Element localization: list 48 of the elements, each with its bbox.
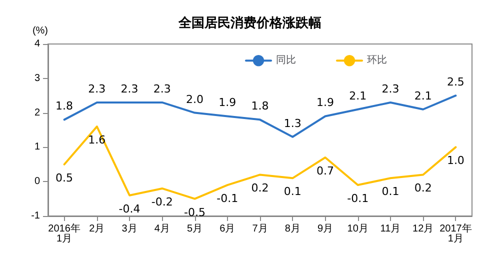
y-tick-label: -1 [31, 210, 40, 222]
y-tick-label: 0 [34, 176, 40, 188]
x-tick-label: 7月 [252, 224, 268, 234]
data-label: -0.4 [118, 202, 140, 216]
y-tick-label: 2 [34, 107, 40, 118]
x-tick-label: 2016年 1月 [48, 222, 80, 244]
y-tick-label: 4 [34, 38, 40, 50]
data-label: -0.5 [184, 206, 206, 219]
x-tick-label: 3月 [122, 224, 138, 234]
data-label: 2.3 [382, 82, 400, 96]
data-label: 2.3 [88, 82, 106, 96]
x-tick-label: 11月 [380, 224, 401, 234]
x-tick-label: 2017年 1月 [440, 222, 472, 244]
data-label: -0.2 [151, 195, 173, 208]
data-label: 2.3 [120, 82, 138, 96]
data-label: 2.1 [414, 89, 432, 102]
data-label: 1.9 [316, 96, 334, 110]
data-label: 1.3 [284, 116, 302, 130]
data-label: 0.1 [382, 185, 400, 198]
data-label: -0.1 [216, 192, 238, 206]
data-label: 0.7 [316, 164, 334, 178]
y-tick-label: 1 [34, 142, 40, 153]
legend-label: 同比 [276, 54, 296, 66]
legend-label: 环比 [367, 54, 387, 66]
data-label: 1.8 [251, 100, 269, 113]
data-label: 0.1 [284, 185, 302, 198]
x-tick-label: 9月 [317, 224, 334, 234]
data-label: 1.8 [56, 100, 74, 113]
data-label: 2.1 [349, 89, 367, 102]
data-label: 2.0 [186, 92, 204, 106]
x-tick-label: 8月 [284, 224, 300, 234]
data-label: 0.2 [251, 182, 269, 195]
data-label: 1.9 [218, 96, 236, 110]
data-label: 1.0 [446, 154, 464, 168]
data-label: -0.1 [347, 192, 369, 206]
data-label: 2.3 [153, 82, 171, 96]
x-tick-label: 5月 [186, 224, 203, 234]
x-tick-label: 6月 [220, 224, 236, 234]
x-tick-label: 2月 [89, 224, 105, 234]
x-tick-label: 4月 [154, 224, 170, 234]
y-axis-title: (%) [32, 26, 48, 36]
y-tick-label: 3 [34, 72, 40, 84]
data-label: 0.2 [414, 182, 432, 195]
x-tick-label: 10月 [347, 224, 368, 234]
data-label: 2.5 [446, 76, 464, 89]
chart-title: 全国居民消费价格涨跌幅 [178, 16, 322, 31]
data-label: 0.5 [56, 171, 74, 184]
x-tick-label: 12月 [412, 224, 434, 234]
